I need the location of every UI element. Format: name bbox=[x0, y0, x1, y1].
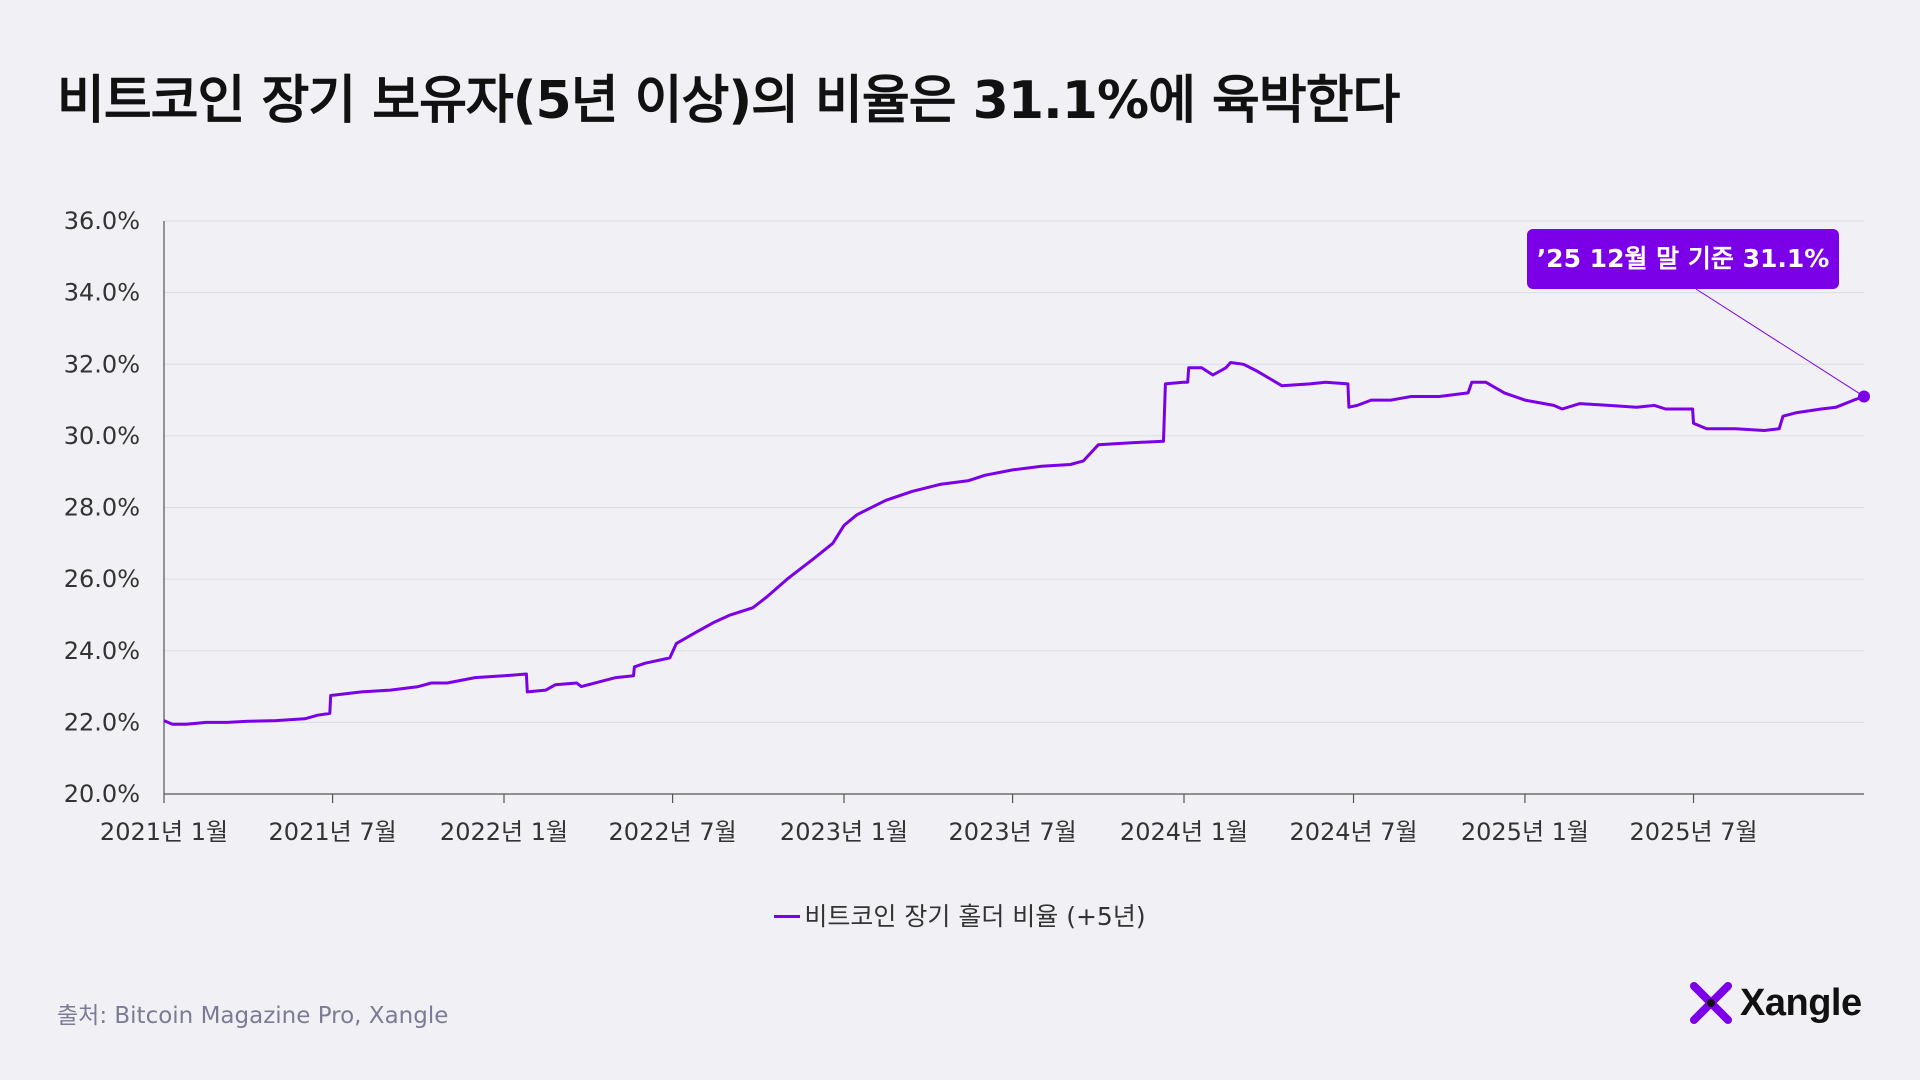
x-tick-label: 2022년 7월 bbox=[609, 818, 737, 846]
y-tick-label: 34.0% bbox=[64, 279, 140, 307]
gridlines bbox=[164, 220, 1864, 723]
x-tick-label: 2023년 7월 bbox=[949, 818, 1077, 846]
x-axis-tick-labels: 2021년 1월 2021년 7월 2022년 1월 2022년 7월 2023년 1월… bbox=[100, 818, 1758, 846]
y-tick-label: 22.0% bbox=[64, 708, 140, 736]
latest-value-callout: ’25 12월 말 기준 31.1% bbox=[1527, 229, 1839, 289]
line-chart: 20.0% 22.0% 24.0% 26.0% 28.0% 30.0% 32.0% 34.0%… bbox=[64, 207, 1870, 846]
x-tick-label: 2021년 7월 bbox=[269, 818, 397, 846]
y-tick-label: 36.0% bbox=[64, 207, 140, 235]
y-tick-label: 20.0% bbox=[64, 780, 140, 808]
x-tick-label: 2024년 7월 bbox=[1289, 818, 1417, 846]
y-axis-tick-labels: 20.0% 22.0% 24.0% 26.0% 28.0% 30.0% 32.0% 34.0%… bbox=[64, 207, 140, 808]
x-tick-label: 2025년 7월 bbox=[1629, 818, 1757, 846]
y-tick-label: 30.0% bbox=[64, 422, 140, 450]
brand-name: Xangle bbox=[1740, 982, 1862, 1024]
x-tick-label: 2021년 1월 bbox=[100, 818, 228, 846]
y-tick-label: 24.0% bbox=[64, 637, 140, 665]
callout-leader bbox=[1695, 288, 1865, 397]
source-note: 출처: Bitcoin Magazine Pro, Xangle bbox=[57, 1003, 449, 1029]
x-tick-label: 2022년 1월 bbox=[440, 818, 568, 846]
x-tick-label: 2024년 1월 bbox=[1120, 818, 1248, 846]
y-tick-label: 26.0% bbox=[64, 565, 140, 593]
legend-swatch bbox=[774, 914, 801, 918]
series-line bbox=[163, 361, 1865, 726]
callout-leader-line bbox=[1695, 288, 1865, 397]
axes bbox=[163, 221, 1864, 803]
xangle-x-logo-icon bbox=[1690, 982, 1732, 1024]
legend: 비트코인 장기 홀더 비율 (+5년) bbox=[0, 897, 1920, 933]
brand: Xangle bbox=[1690, 982, 1862, 1025]
chart-title: 비트코인 장기 보유자(5년 이상)의 비율은 31.1%에 육박한다 bbox=[57, 71, 1400, 131]
series-group bbox=[163, 361, 1870, 726]
y-tick-label: 28.0% bbox=[64, 494, 140, 522]
x-tick-label: 2025년 1월 bbox=[1461, 818, 1589, 846]
x-tick-label: 2023년 1월 bbox=[780, 818, 908, 846]
y-tick-label: 32.0% bbox=[64, 350, 140, 378]
legend-label: 비트코인 장기 홀더 비율 (+5년) bbox=[804, 902, 1146, 931]
